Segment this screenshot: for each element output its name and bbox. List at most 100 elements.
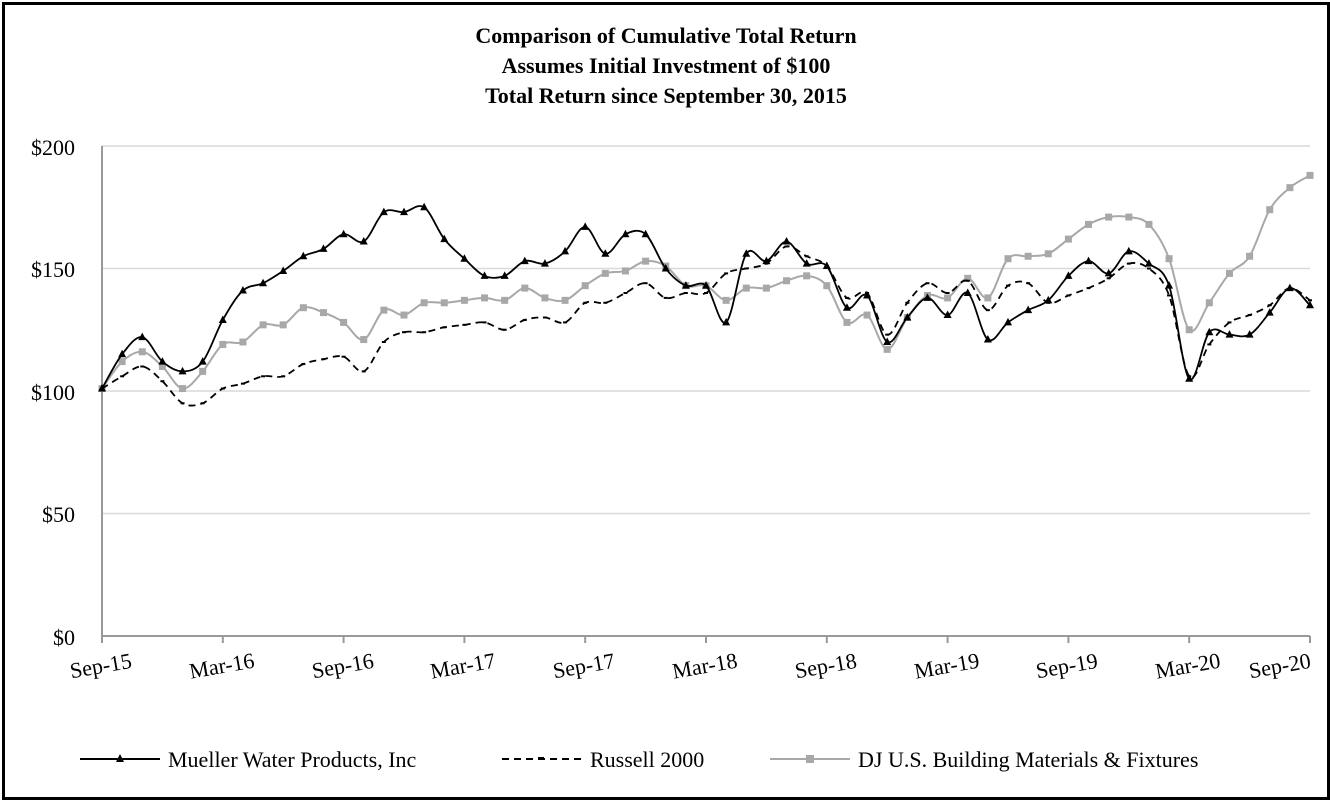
data-point-dj (179, 385, 187, 393)
data-point-russell (402, 331, 406, 334)
data-point-dj (621, 267, 629, 275)
data-point-russell (603, 301, 608, 304)
data-point-russell (623, 292, 628, 294)
data-point-russell (220, 387, 225, 390)
data-point-mueller (1124, 246, 1133, 255)
data-point-russell (683, 292, 688, 294)
data-point-mueller (943, 310, 952, 319)
x-ticks (101, 636, 1311, 643)
data-point-mueller (359, 237, 368, 245)
data-point-dj (199, 367, 207, 375)
data-point-mueller (1004, 317, 1012, 326)
x-tick-label: Sep-19 (1034, 648, 1100, 683)
data-point-mueller (299, 251, 308, 260)
data-point-russell (663, 296, 668, 299)
data-point-mueller (178, 366, 187, 375)
data-point-russell (482, 321, 487, 324)
x-tick-label: Sep-15 (68, 648, 134, 683)
x-tick-label: Sep-17 (551, 648, 617, 683)
data-point-russell (1066, 294, 1071, 297)
data-point-dj (380, 306, 388, 314)
data-point-russell (1086, 287, 1091, 290)
data-point-mueller (863, 290, 872, 299)
data-point-dj (762, 284, 770, 292)
data-point-mueller (681, 281, 690, 289)
data-point-dj (299, 304, 307, 312)
data-point-mueller (822, 261, 831, 270)
data-point-mueller (1044, 295, 1053, 304)
data-point-dj (1145, 220, 1153, 228)
data-point-dj (279, 321, 287, 329)
data-point-mueller (802, 259, 811, 267)
x-tick-label: Sep-16 (310, 648, 376, 683)
data-point-mueller (722, 317, 731, 326)
data-point-mueller (883, 337, 892, 345)
data-point-dj (1125, 213, 1133, 221)
data-point-russell (442, 326, 447, 329)
data-point-dj (863, 311, 871, 319)
data-point-mueller (118, 349, 127, 358)
data-point-russell (1207, 343, 1212, 346)
data-point-russell (502, 328, 507, 331)
data-point-russell (1126, 262, 1131, 265)
data-point-dj (1205, 299, 1213, 307)
data-point-russell (945, 292, 950, 294)
data-point-mueller (782, 237, 791, 245)
data-point-mueller (661, 264, 670, 272)
data-point-mueller (460, 254, 469, 262)
data-point-dj (440, 299, 448, 307)
data-point-mueller (1265, 308, 1274, 316)
data-point-mueller (702, 281, 710, 289)
y-tick-label: $0 (53, 625, 75, 650)
data-point-russell (1247, 314, 1252, 317)
chart-title-line-3: Total Return since September 30, 2015 (485, 83, 847, 108)
data-point-mueller (1144, 259, 1153, 267)
data-point-russell (422, 331, 427, 334)
data-point-russell (281, 375, 286, 378)
data-point-dj (1085, 220, 1093, 228)
data-point-dj (964, 274, 972, 282)
x-tick-label: Mar-17 (428, 648, 497, 684)
data-point-mueller (1024, 305, 1033, 314)
data-point-dj (400, 311, 408, 319)
data-point-russell (804, 255, 809, 258)
data-point-dj (843, 318, 851, 326)
data-point-dj (803, 272, 811, 280)
data-point-dj (259, 321, 267, 329)
y-tick-label: $100 (31, 380, 75, 405)
series-layer (98, 171, 1314, 407)
chart-title-line-2: Assumes Initial Investment of $100 (502, 53, 831, 78)
gridlines (102, 145, 1310, 515)
data-point-dj (158, 363, 166, 370)
data-point-dj (1004, 255, 1012, 263)
data-point-mueller (198, 357, 207, 365)
data-point-russell (925, 282, 930, 285)
data-point-dj (501, 296, 509, 304)
data-point-russell (301, 363, 306, 366)
data-point-russell (1267, 304, 1272, 307)
data-point-russell (1026, 282, 1031, 285)
data-point-russell (844, 296, 849, 299)
data-point-dj (360, 336, 368, 344)
data-point-dj (1225, 269, 1233, 277)
legend-marker-dash-icon (538, 757, 544, 760)
data-point-dj (541, 294, 549, 302)
data-point-russell (321, 358, 326, 361)
data-point-russell (140, 365, 145, 368)
data-point-russell (583, 301, 588, 304)
data-point-russell (784, 245, 789, 248)
data-point-dj (1286, 184, 1294, 192)
data-point-mueller (218, 315, 227, 323)
data-point-dj (319, 309, 327, 317)
data-point-dj (460, 296, 468, 304)
data-point-mueller (1285, 283, 1294, 292)
legend-marker-square-icon (806, 755, 814, 763)
data-point-dj (561, 296, 569, 304)
data-point-mueller (1084, 256, 1093, 265)
data-point-mueller (520, 256, 529, 265)
data-point-dj (1165, 255, 1173, 263)
chart-title-line-1: Comparison of Cumulative Total Return (475, 23, 856, 48)
data-point-mueller (1205, 327, 1214, 336)
data-point-russell (361, 370, 366, 373)
